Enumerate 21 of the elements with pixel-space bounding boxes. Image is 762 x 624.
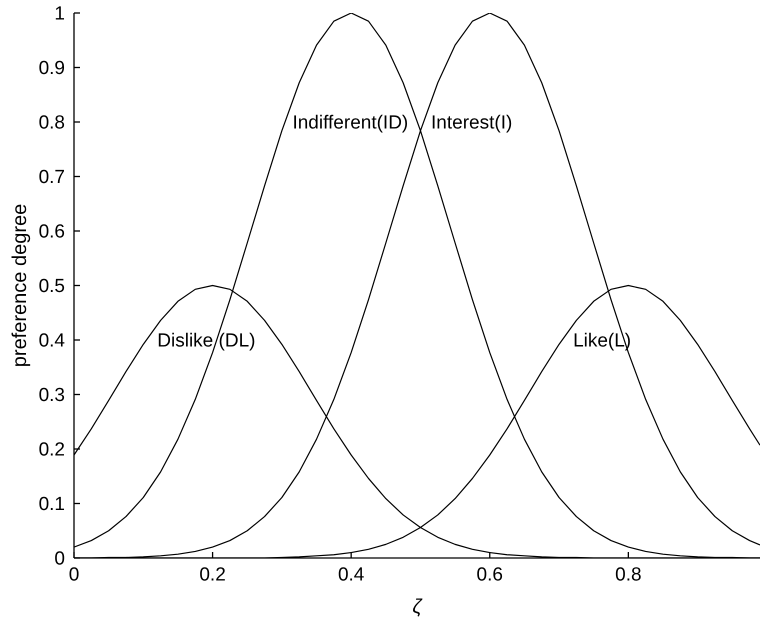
x-tick-label: 0.2 — [199, 564, 226, 586]
x-tick-label: 0.4 — [338, 564, 365, 586]
y-tick-label: 0.5 — [38, 276, 65, 298]
y-tick-label: 0.1 — [38, 494, 65, 516]
y-tick-label: 0.6 — [38, 222, 65, 243]
series-label: Dislike (DL) — [157, 330, 256, 352]
x-tick-label: 0 — [68, 564, 80, 586]
y-tick-label: 0.7 — [38, 167, 65, 188]
series-label: Interest(I) — [431, 112, 512, 134]
y-tick-label: 0.3 — [38, 385, 65, 406]
y-tick-label: 0.4 — [38, 330, 66, 352]
x-tick-label: 0.8 — [615, 564, 642, 586]
y-axis-title: preference degree — [9, 204, 31, 368]
x-axis-title: ζ — [412, 596, 424, 618]
y-tick-label: 0 — [54, 548, 65, 570]
series-label: Indifferent(ID) — [292, 112, 408, 134]
y-tick-label: 1 — [54, 4, 65, 25]
x-tick-label: 0.6 — [476, 564, 503, 586]
y-tick-label: 0.8 — [38, 112, 65, 134]
y-tick-label: 0.2 — [38, 440, 65, 461]
y-tick-label: 0.9 — [38, 58, 65, 80]
